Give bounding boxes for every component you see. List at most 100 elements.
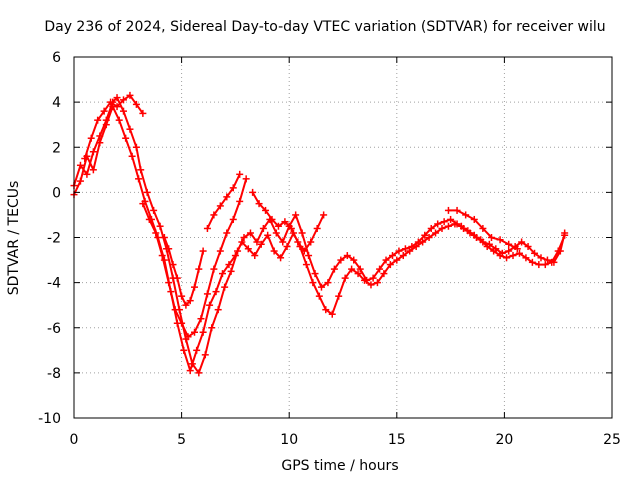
data-point [119, 107, 127, 115]
data-point [160, 234, 168, 241]
y-tick-label: -4 [47, 276, 61, 292]
data-point [438, 224, 446, 232]
data-point [373, 279, 381, 287]
series-track-f [249, 188, 328, 255]
data-point [509, 252, 517, 260]
data-point [335, 292, 343, 300]
data-point [287, 224, 295, 232]
data-point [367, 281, 375, 289]
y-tick-label: 4 [52, 95, 61, 111]
data-point [253, 238, 261, 246]
data-point [515, 249, 523, 257]
data-point [231, 252, 239, 260]
data-point [135, 175, 143, 183]
data-point [470, 231, 478, 239]
data-point [122, 134, 130, 142]
data-point [518, 238, 526, 246]
data-point [298, 229, 306, 237]
data-point [180, 346, 188, 354]
data-point [350, 256, 358, 264]
grid-lines [74, 57, 612, 418]
data-point [186, 367, 194, 375]
data-point [113, 103, 121, 111]
data-point [223, 193, 231, 201]
data-point [305, 252, 313, 260]
data-point [107, 98, 115, 106]
data-point [184, 333, 192, 341]
data-point [191, 328, 199, 336]
data-point [152, 229, 160, 237]
data-point [537, 254, 545, 262]
series-line [206, 173, 241, 230]
data-point [425, 234, 433, 241]
data-point [83, 170, 91, 178]
data-point [268, 215, 276, 223]
data-point [432, 229, 440, 237]
y-tick-label: 6 [52, 50, 61, 66]
data-point [173, 274, 181, 282]
data-point [401, 245, 409, 253]
data-point [406, 247, 414, 255]
data-point [543, 256, 551, 264]
data-point [236, 197, 244, 205]
data-point [128, 152, 136, 160]
data-point [277, 254, 285, 262]
data-point [496, 252, 504, 260]
data-point [87, 134, 95, 142]
data-point [393, 256, 401, 264]
series-line [83, 94, 144, 160]
y-tick-label: -6 [47, 321, 61, 337]
data-point [317, 283, 325, 291]
data-point [490, 247, 498, 255]
data-point [274, 222, 282, 230]
data-point [382, 256, 390, 264]
data-point [150, 206, 158, 214]
data-point [191, 283, 199, 291]
data-point [487, 234, 495, 241]
data-point [380, 270, 388, 278]
data-point [169, 261, 177, 269]
data-point [477, 236, 485, 244]
x-tick-label: 5 [177, 432, 186, 448]
data-point [307, 238, 315, 246]
data-point [505, 247, 513, 255]
data-point [76, 161, 84, 169]
data-point [244, 245, 252, 253]
data-point [330, 265, 338, 273]
data-point [113, 94, 121, 102]
data-point [444, 206, 452, 214]
data-point [313, 224, 321, 232]
data-point [528, 258, 536, 266]
data-point [197, 315, 205, 323]
series-track-d [160, 234, 207, 309]
data-point [343, 252, 351, 260]
data-point [524, 243, 532, 251]
data-point [262, 206, 270, 214]
data-point [132, 143, 140, 151]
series-line [251, 191, 325, 252]
data-point [216, 202, 224, 210]
data-point [457, 222, 465, 230]
data-point [561, 231, 569, 239]
data-point [337, 256, 345, 264]
data-point [554, 247, 562, 255]
data-point [214, 306, 222, 314]
data-point [242, 175, 250, 183]
y-tick-label: 0 [52, 185, 61, 201]
data-point [193, 346, 201, 354]
data-point [81, 155, 89, 163]
data-point [283, 243, 291, 251]
data-point [208, 324, 216, 332]
data-point [264, 231, 272, 239]
y-tick-label: 2 [52, 140, 61, 156]
data-point [320, 211, 328, 219]
data-point [348, 265, 356, 273]
data-point [126, 125, 134, 133]
data-point [139, 109, 147, 117]
data-point [100, 107, 108, 115]
y-tick-label: -2 [47, 231, 61, 247]
data-point [361, 276, 369, 284]
data-point [279, 238, 287, 246]
data-point [453, 206, 461, 214]
data-point [496, 236, 504, 244]
